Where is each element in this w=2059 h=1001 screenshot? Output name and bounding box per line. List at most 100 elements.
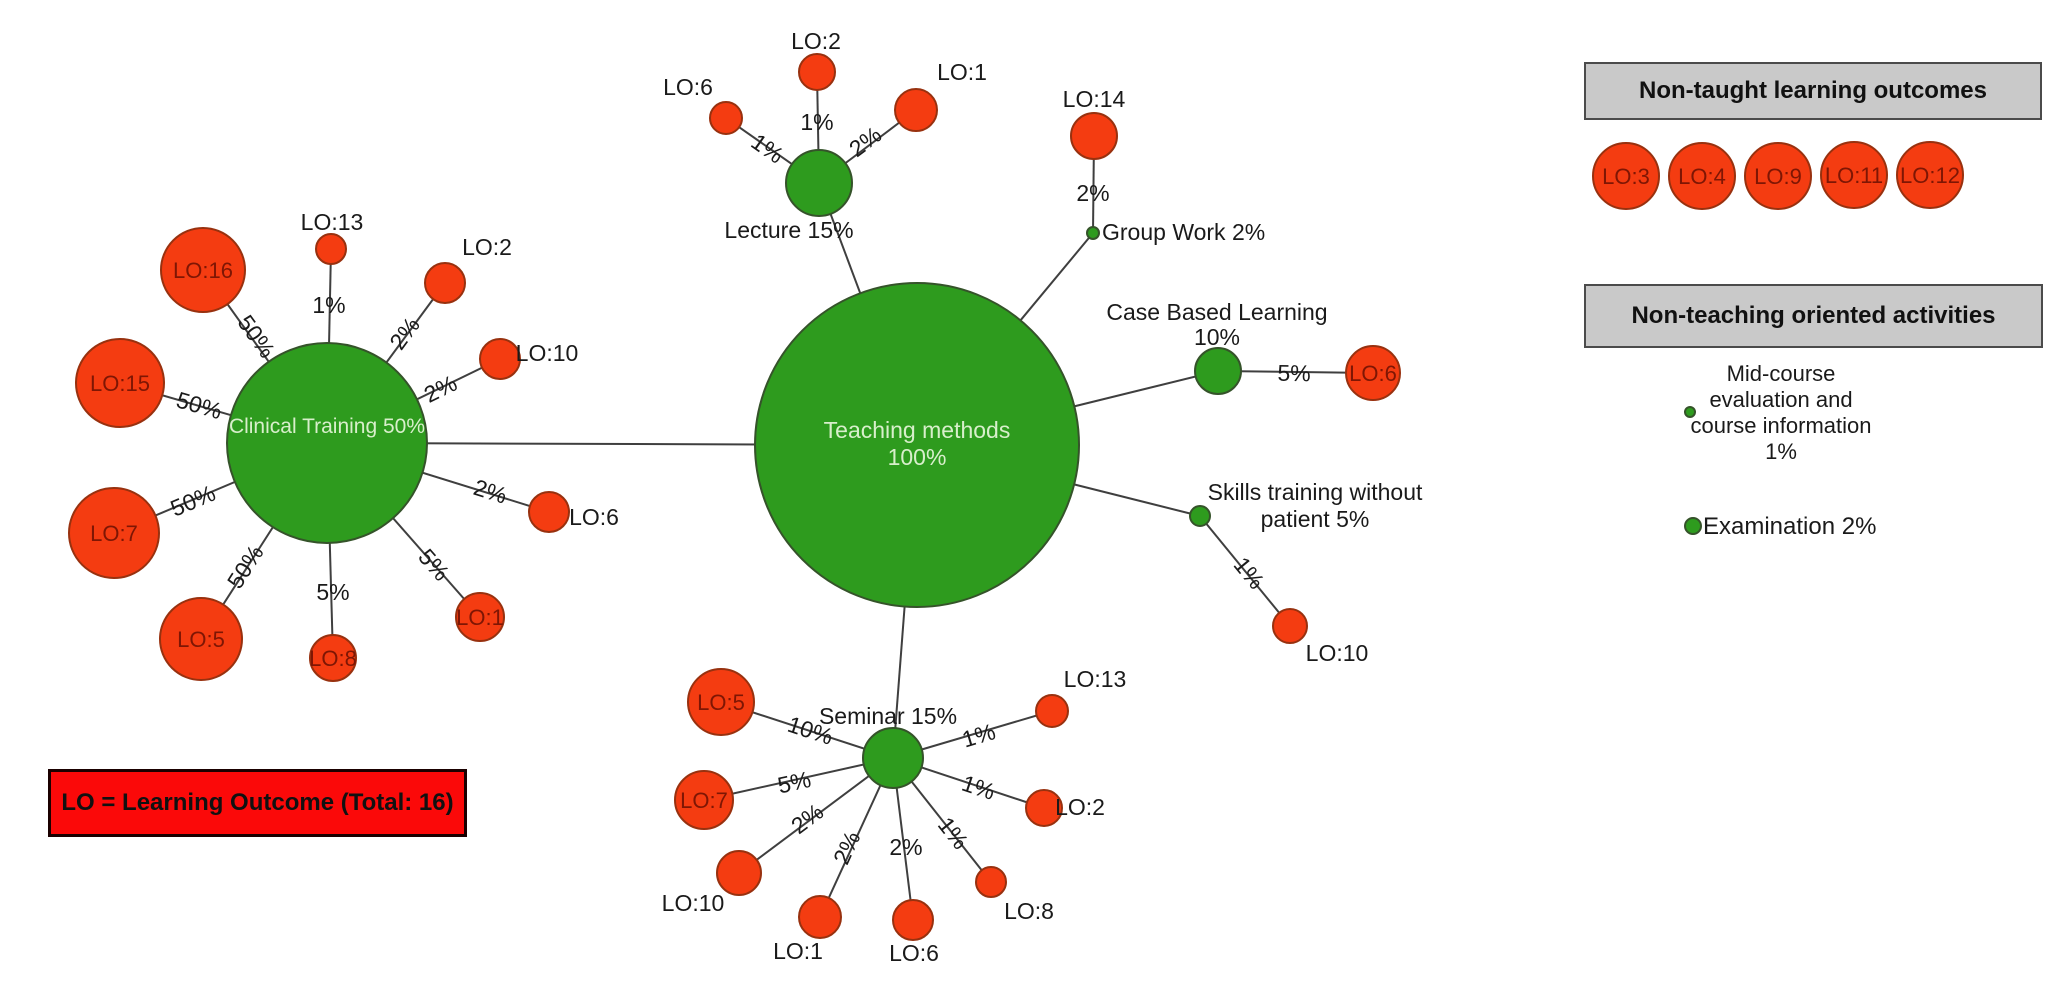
lo-definition-note-box: LO = Learning Outcome (Total: 16) [48,769,467,837]
label-sem-LO10: LO:10 [662,890,725,916]
label-lg-exam: Examination 2% [1703,513,1876,540]
label-lg-mid: Mid-course [1727,361,1836,386]
label-lg-mid: course information [1691,413,1872,438]
node-cl-LO13 [315,233,347,265]
label-lg-LO12: LO:12 [1900,163,1960,188]
label-skills: patient 5% [1261,506,1370,532]
label-cl-LO8: LO:8 [309,646,357,671]
node-cbl-LO6 [1345,345,1401,401]
label-skills: Skills training without [1208,479,1423,505]
label-lecture: Lecture 15% [724,217,853,243]
node-sem-LO13 [1035,694,1069,728]
edge-label-seminar-sem-LO6: 2% [889,834,922,860]
label-lec-LO1: LO:1 [937,59,987,85]
node-lg-LO12 [1896,141,1964,209]
node-lg-LO9 [1744,142,1812,210]
label-teaching: Teaching methods [824,417,1011,443]
label-sk-LO10: LO:10 [1306,640,1369,666]
edge-seminar-sem-LO10 [738,757,894,874]
edge-seminar-sem-LO7 [703,757,894,801]
edge-label-clinical-cl-LO5: 50% [222,540,269,593]
node-sem-LO7 [674,770,734,830]
label-sem-LO5: LO:5 [697,690,745,715]
label-sem-LO1: LO:1 [773,938,823,964]
node-cl-LO2 [424,262,466,304]
label-cbl: Case Based Learning [1106,299,1327,325]
node-cl-LO16 [160,227,246,313]
label-groupwork: Group Work 2% [1102,219,1265,245]
edge-label-clinical-cl-LO16: 50% [233,310,281,363]
label-cl-LO5: LO:5 [177,627,225,652]
edge-label-clinical-cl-LO6: 2% [471,474,510,509]
label-cl-LO7: LO:7 [90,521,138,546]
label-gw-LO14: LO:14 [1063,86,1126,112]
node-cl-LO15 [75,338,165,428]
node-lg-LO4 [1668,142,1736,210]
label-sem-LO8: LO:8 [1004,898,1054,924]
label-lg-LO11: LO:11 [1825,163,1883,188]
node-clinical [226,342,428,544]
edge-label-clinical-cl-LO8: 5% [316,579,349,605]
non-taught-legend-title: Non-taught learning outcomes [1639,77,1987,104]
node-cl-LO6 [528,491,570,533]
node-lec-LO1 [894,88,938,132]
edge-skills-sk-LO10 [1199,515,1291,627]
node-cl-LO10 [479,338,521,380]
edge-label-seminar-sem-LO13: 1% [959,718,998,752]
activities-legend-title: Non-teaching oriented activities [1631,302,1996,329]
label-lg-LO9: LO:9 [1754,164,1802,189]
label-sem-LO13: LO:13 [1064,666,1127,692]
edge-label-clinical-cl-LO10: 2% [420,370,461,408]
node-cl-LO1 [455,592,505,642]
node-sem-LO10 [716,850,762,896]
node-gw-LO14 [1070,112,1118,160]
node-sem-LO5 [687,668,755,736]
label-sem-LO7: LO:7 [680,788,728,813]
non-taught-legend-box: Non-taught learning outcomes [1584,62,2042,120]
label-cl-LO10: LO:10 [516,340,579,366]
edge-label-clinical-cl-LO1: 5% [413,544,454,586]
node-lg-LO11 [1820,141,1888,209]
label-cl-LO2: LO:2 [462,234,512,260]
edge-label-clinical-cl-LO7: 50% [167,480,220,522]
edge-label-lecture-lec-LO6: 1% [747,128,789,168]
node-sk-LO10 [1272,608,1308,644]
label-sem-LO6: LO:6 [889,940,939,966]
edge-label-groupwork-gw-LO14: 2% [1076,180,1109,206]
edge-label-cbl-cbl-LO6: 5% [1277,360,1311,386]
label-lec-LO2: LO:2 [791,28,841,54]
edge-label-seminar-sem-LO2: 1% [959,770,999,805]
label-lec-LO6: LO:6 [663,74,713,100]
node-skills [1189,505,1211,527]
node-lg-LO3 [1592,142,1660,210]
label-cbl: 10% [1194,324,1240,350]
edge-label-seminar-sem-LO1: 2% [828,827,866,868]
node-sem-LO2 [1025,789,1063,827]
node-seminar [862,727,924,789]
node-lecture [785,149,853,217]
node-teaching [754,282,1080,608]
label-lg-LO3: LO:3 [1602,164,1650,189]
edge-label-clinical-cl-LO15: 50% [173,386,224,424]
label-cl-LO13: LO:13 [301,209,364,235]
node-lec-LO6 [709,101,743,135]
label-seminar: Seminar 15% [819,703,957,729]
edge-label-lecture-lec-LO2: 1% [800,109,833,135]
node-cbl [1194,347,1242,395]
label-cbl-LO6: LO:6 [1349,361,1397,386]
label-clinical: Clinical Training 50% [229,415,425,438]
node-cl-LO5 [159,597,243,681]
edge-label-clinical-cl-LO13: 1% [312,292,345,318]
node-lec-LO2 [798,53,836,91]
edge-label-lecture-lec-LO1: 2% [844,121,886,162]
label-cl-LO1: LO:1 [456,605,504,630]
label-lg-LO4: LO:4 [1678,164,1726,189]
node-sem-LO6 [892,899,934,941]
label-lg-mid: 1% [1765,439,1797,464]
label-cl-LO6: LO:6 [569,504,619,530]
node-groupwork [1086,226,1100,240]
node-sem-LO8 [975,866,1007,898]
node-cl-LO8 [309,634,357,682]
node-lg-mid [1684,406,1696,418]
